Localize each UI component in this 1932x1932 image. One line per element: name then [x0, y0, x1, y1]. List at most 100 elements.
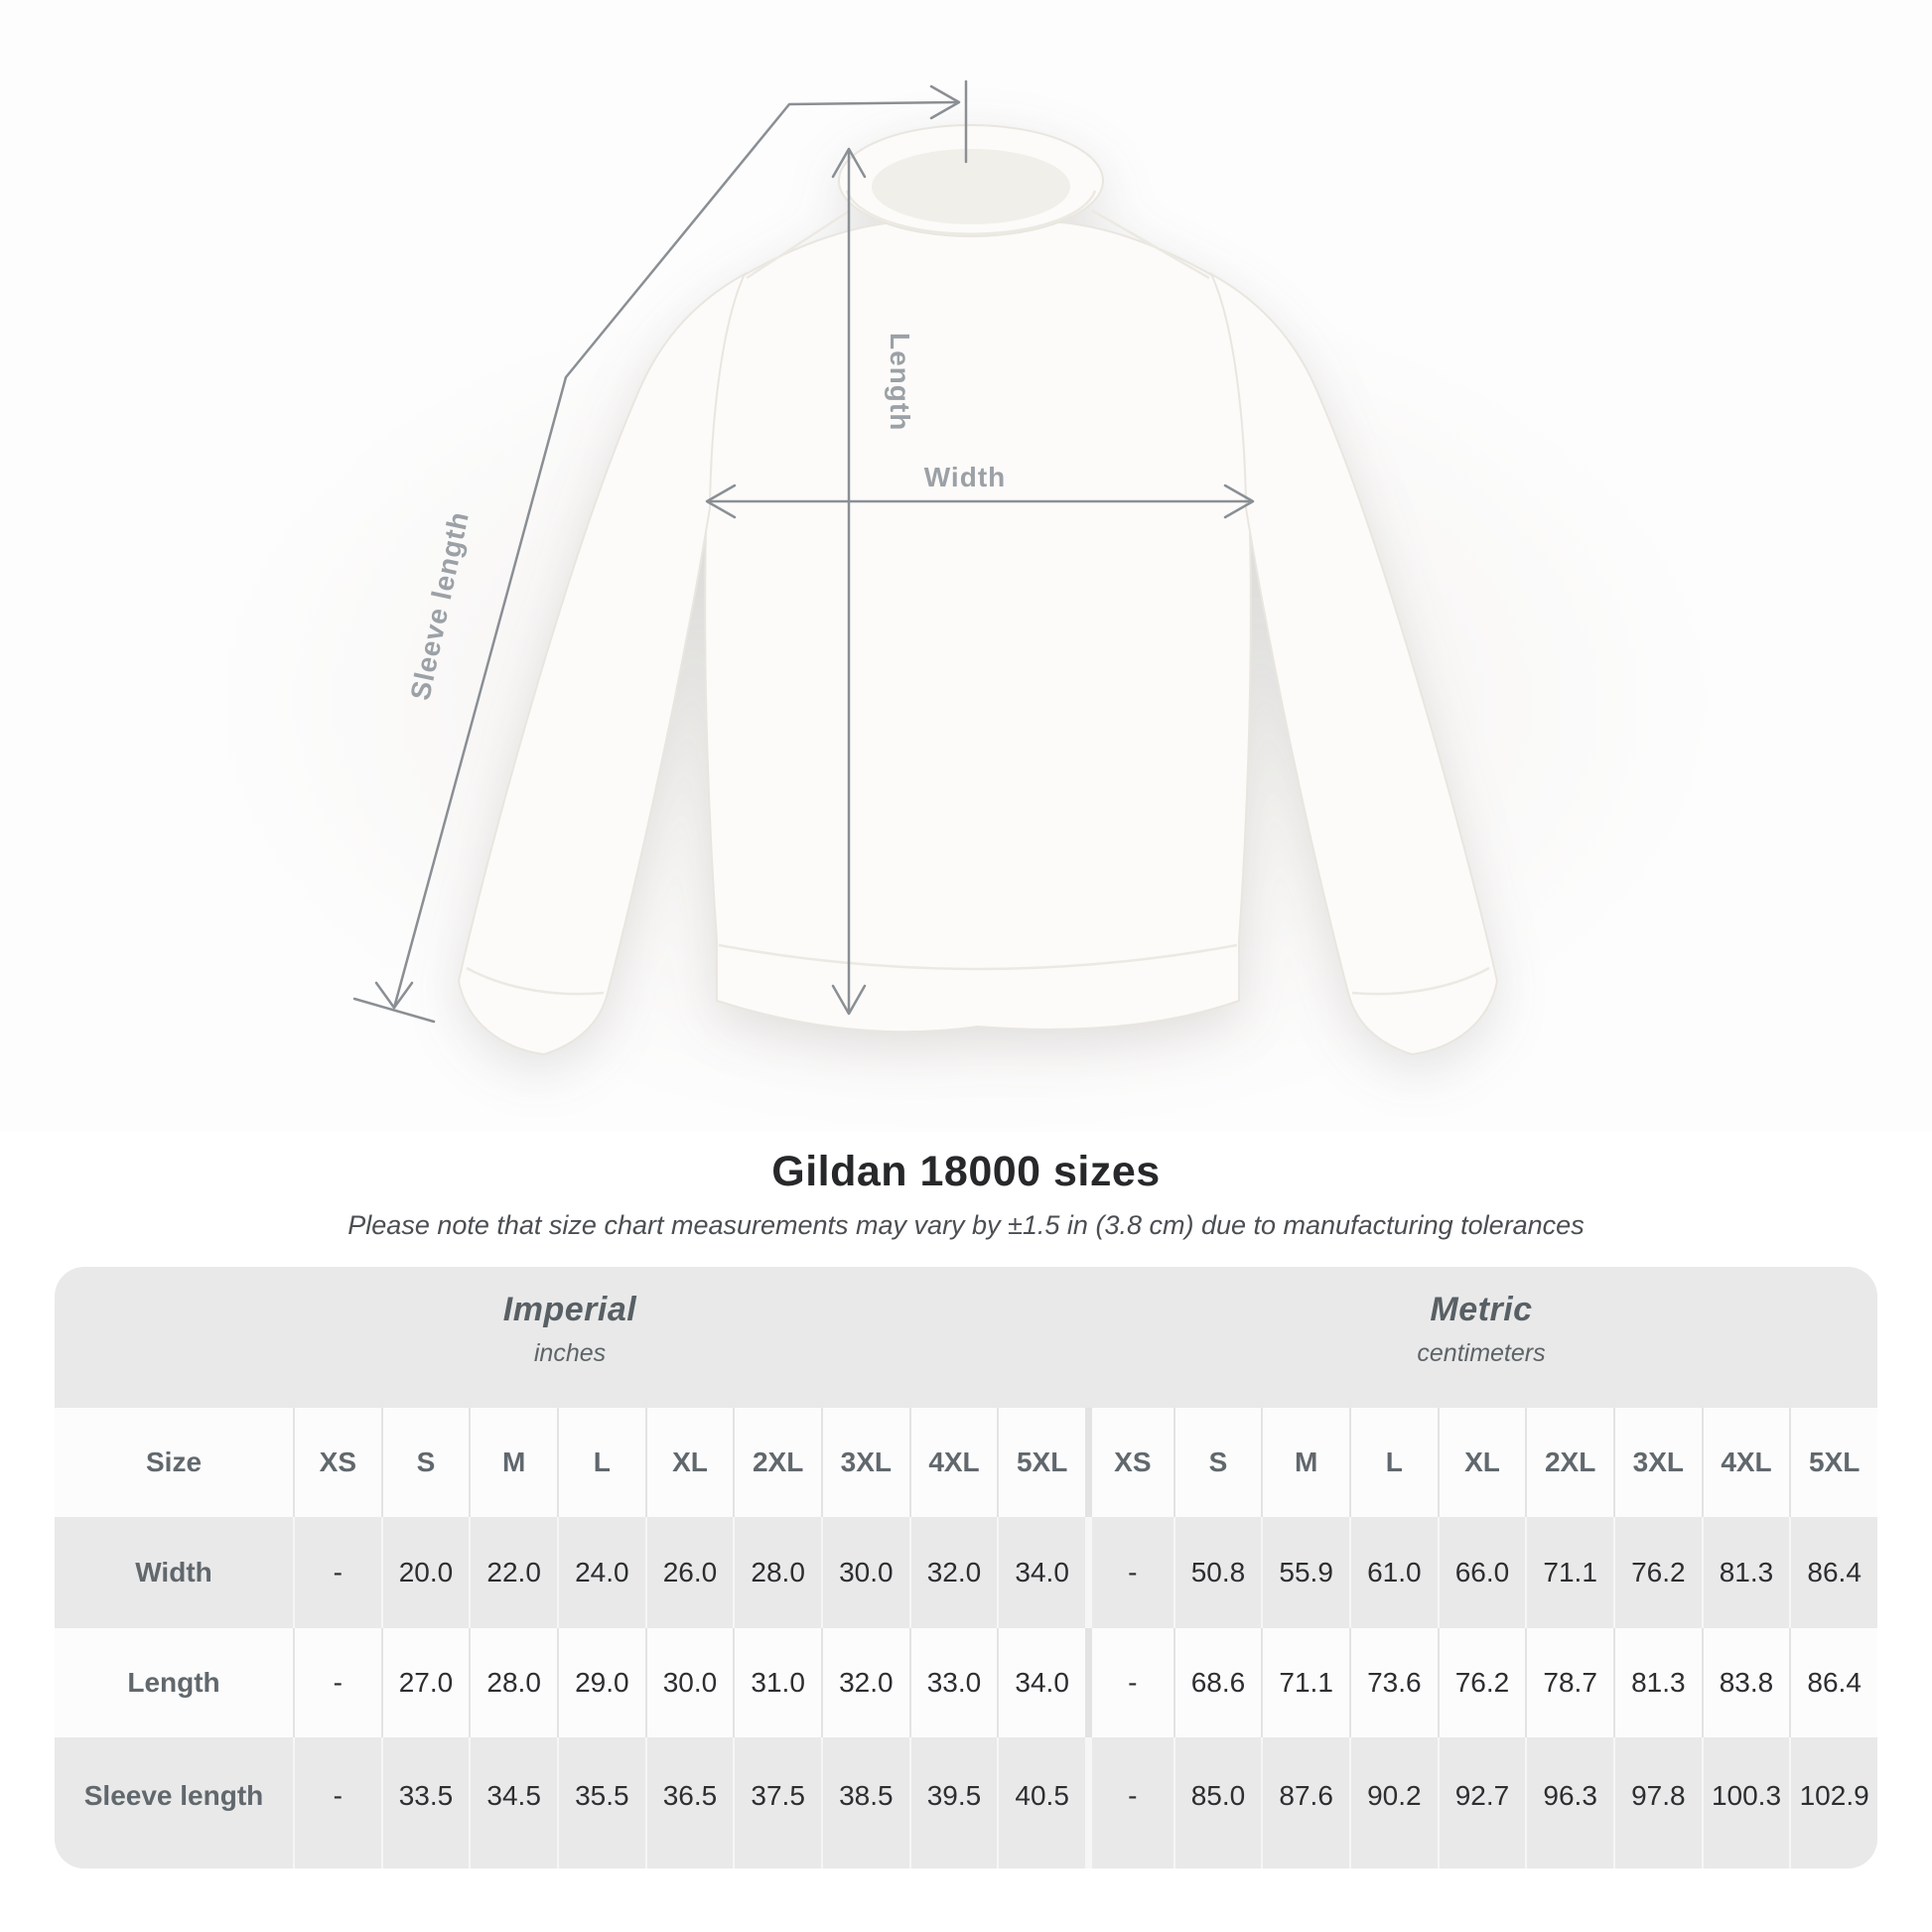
metric-label: Metric: [1430, 1291, 1533, 1328]
collar-rib-seam: [845, 190, 1097, 235]
metric-group-header: Metric centimeters: [1085, 1267, 1877, 1408]
table-cell: 30.0: [644, 1628, 734, 1737]
table-cell: 71.1: [1525, 1517, 1613, 1628]
table-cell: 30.0: [820, 1517, 909, 1628]
table-cell: 20.0: [380, 1517, 470, 1628]
table-cell: 85.0: [1173, 1737, 1262, 1868]
table-cell: 31.0: [733, 1628, 821, 1737]
table-cell: 33.5: [380, 1737, 470, 1868]
length-label: Length: [885, 333, 915, 431]
table-cell: 22.0: [469, 1517, 557, 1628]
end-tick: [352, 997, 436, 1024]
row-label: Sleeve length: [83, 1780, 264, 1811]
imperial-unit: inches: [533, 1339, 607, 1367]
table-cell: 83.8: [1701, 1628, 1790, 1737]
table-cell: 55.9: [1261, 1517, 1349, 1628]
left-sleeve: [457, 271, 748, 1056]
table-cell: 96.3: [1525, 1737, 1613, 1868]
table-cell: 34.0: [997, 1628, 1085, 1737]
tolerance-note: Please note that size chart measurements…: [347, 1210, 1585, 1240]
sweatshirt-body: [704, 221, 1252, 1034]
page-title: Gildan 18000 sizes: [771, 1148, 1161, 1195]
arrowhead-right-icon: [1223, 483, 1255, 519]
table-cell: 34.0: [997, 1517, 1085, 1628]
imperial-group-header: Imperial inches: [55, 1267, 1085, 1408]
sleeve-length-row: Sleeve length - 33.5 34.5 35.5 36.5 37.5…: [55, 1737, 1877, 1868]
table-cell: 76.2: [1612, 1517, 1702, 1628]
left-cuff-seam: [466, 966, 605, 996]
table-cell: 76.2: [1437, 1628, 1526, 1737]
table-cell: 39.5: [908, 1737, 998, 1868]
column-header: XS: [293, 1408, 381, 1517]
table-cell: 97.8: [1612, 1737, 1702, 1868]
table-cell: 24.0: [556, 1517, 645, 1628]
table-cell: 40.5: [997, 1737, 1085, 1868]
column-header: S: [1173, 1408, 1262, 1517]
table-cell: 92.7: [1437, 1737, 1526, 1868]
table-cell: 27.0: [380, 1628, 470, 1737]
table-cell: 35.5: [556, 1737, 645, 1868]
arrowhead-right-icon: [929, 84, 961, 120]
imperial-label: Imperial: [502, 1291, 637, 1328]
table-cell: 37.5: [733, 1737, 821, 1868]
column-header: 5XL: [997, 1408, 1085, 1517]
arrowhead-down-icon: [831, 984, 867, 1016]
table-cell: -: [1084, 1737, 1173, 1868]
product-photo: Length Width Sleeve length: [0, 0, 1932, 1132]
table-cell: 29.0: [556, 1628, 645, 1737]
table-cell: 102.9: [1789, 1737, 1877, 1868]
column-header: 3XL: [1612, 1408, 1702, 1517]
sweatshirt-illustration: [457, 124, 1499, 1056]
table-cell: 33.0: [908, 1628, 998, 1737]
column-header: 2XL: [733, 1408, 821, 1517]
collar-opening: [872, 149, 1070, 224]
row-label: Width: [135, 1557, 212, 1587]
width-measure-line: [705, 483, 1255, 519]
table-cell: 73.6: [1348, 1628, 1438, 1737]
sweatshirt-diagram: Length Width Sleeve length: [352, 79, 1499, 1056]
column-header: M: [469, 1408, 557, 1517]
table-cell: 28.0: [733, 1517, 821, 1628]
row-label: Length: [127, 1667, 220, 1698]
metric-unit: centimeters: [1417, 1339, 1546, 1367]
unit-group-header: Imperial inches Metric centimeters: [55, 1267, 1877, 1408]
table-cell: 71.1: [1261, 1628, 1349, 1737]
table-cell: 68.6: [1173, 1628, 1262, 1737]
table-cell: 86.4: [1789, 1628, 1877, 1737]
table-cell: 61.0: [1348, 1517, 1438, 1628]
arrowhead-left-icon: [705, 483, 737, 519]
column-header: 4XL: [908, 1408, 998, 1517]
column-header: 3XL: [820, 1408, 909, 1517]
right-sleeve: [1208, 271, 1499, 1056]
table-cell: 86.4: [1789, 1517, 1877, 1628]
table-cell: 26.0: [644, 1517, 734, 1628]
table-cell: 90.2: [1348, 1737, 1438, 1868]
table-cell: -: [1084, 1517, 1173, 1628]
width-label: Width: [924, 462, 1007, 492]
table-cell: 100.3: [1701, 1737, 1790, 1868]
table-cell: 34.5: [469, 1737, 557, 1868]
table-cell: 38.5: [820, 1737, 909, 1868]
table-cell: 78.7: [1525, 1628, 1613, 1737]
sleeve-length-measure-line: [352, 79, 968, 1024]
column-header: Size: [145, 1447, 203, 1477]
column-header: L: [1348, 1408, 1438, 1517]
column-header: XL: [644, 1408, 734, 1517]
table-cell: 87.6: [1261, 1737, 1349, 1868]
table-cell: 50.8: [1173, 1517, 1262, 1628]
table-cell: 28.0: [469, 1628, 557, 1737]
length-row: Length - 27.0 28.0 29.0 30.0 31.0 32.0 3…: [55, 1628, 1877, 1737]
column-header: 5XL: [1789, 1408, 1877, 1517]
arrowhead-down-icon: [374, 981, 414, 1010]
column-header: 2XL: [1525, 1408, 1613, 1517]
length-measure-line: [831, 147, 867, 1016]
left-shoulder-seam: [746, 208, 851, 280]
sleeve-length-label: Sleeve length: [404, 508, 475, 703]
column-header: XL: [1437, 1408, 1526, 1517]
table-cell: -: [293, 1517, 381, 1628]
table-cell: 81.3: [1612, 1628, 1702, 1737]
table-cell: 36.5: [644, 1737, 734, 1868]
table-cell: -: [293, 1628, 381, 1737]
column-header: M: [1261, 1408, 1349, 1517]
